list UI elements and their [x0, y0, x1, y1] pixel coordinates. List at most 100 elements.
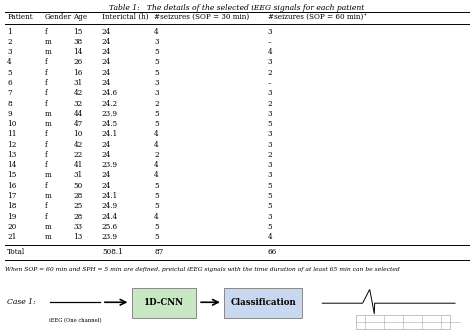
Text: f: f [45, 79, 48, 87]
Text: 5: 5 [154, 48, 159, 56]
Text: 24: 24 [102, 171, 111, 179]
Text: 1D-CNN: 1D-CNN [144, 299, 184, 307]
Text: 31: 31 [73, 79, 83, 87]
Text: 41: 41 [73, 161, 83, 169]
Text: 23.9: 23.9 [102, 110, 118, 118]
Text: 18: 18 [7, 202, 17, 210]
Text: 5: 5 [154, 192, 159, 200]
Text: 1: 1 [7, 27, 12, 36]
Text: 26: 26 [73, 59, 83, 67]
Text: 3: 3 [268, 27, 272, 36]
Text: 5: 5 [154, 69, 159, 77]
Text: 3: 3 [268, 110, 272, 118]
Text: f: f [45, 141, 48, 149]
Text: 5: 5 [154, 120, 159, 128]
Text: 22: 22 [73, 151, 83, 159]
Text: m: m [45, 192, 52, 200]
Text: 33: 33 [73, 223, 82, 231]
Text: 24.2: 24.2 [102, 100, 118, 108]
Text: 24.5: 24.5 [102, 120, 118, 128]
Text: 24: 24 [102, 38, 111, 46]
Text: Gender: Gender [45, 13, 72, 21]
FancyBboxPatch shape [356, 315, 450, 329]
Text: 5: 5 [268, 120, 273, 128]
Text: 24: 24 [102, 79, 111, 87]
FancyBboxPatch shape [224, 288, 302, 318]
Text: 24: 24 [102, 69, 111, 77]
Text: 32: 32 [73, 100, 82, 108]
Text: f: f [45, 182, 48, 190]
Text: 5: 5 [154, 202, 159, 210]
Text: 5: 5 [268, 223, 273, 231]
Text: 3: 3 [154, 89, 158, 97]
Text: 12: 12 [7, 141, 17, 149]
Text: 42: 42 [73, 89, 83, 97]
Text: 3: 3 [154, 38, 158, 46]
Text: 31: 31 [73, 171, 83, 179]
Text: 24: 24 [102, 141, 111, 149]
Text: m: m [45, 38, 52, 46]
Text: Case 1:: Case 1: [7, 298, 36, 306]
Text: f: f [45, 89, 48, 97]
Text: 14: 14 [7, 161, 17, 169]
Text: 24: 24 [102, 182, 111, 190]
Text: 15: 15 [73, 27, 83, 36]
Text: #seizures (SOP = 30 min): #seizures (SOP = 30 min) [154, 13, 249, 21]
Text: 13: 13 [7, 151, 17, 159]
Text: 66: 66 [268, 248, 277, 256]
Text: 24.1: 24.1 [102, 192, 118, 200]
Text: f: f [45, 130, 48, 138]
Text: m: m [45, 110, 52, 118]
Text: f: f [45, 202, 48, 210]
Text: 5: 5 [154, 182, 159, 190]
Text: 10: 10 [7, 120, 17, 128]
Text: 24: 24 [102, 151, 111, 159]
Text: 20: 20 [7, 223, 17, 231]
Text: 4: 4 [268, 48, 273, 56]
Text: 24: 24 [102, 27, 111, 36]
Text: 4: 4 [268, 233, 273, 241]
Text: 5: 5 [7, 69, 12, 77]
Text: m: m [45, 171, 52, 179]
Text: 24.1: 24.1 [102, 130, 118, 138]
Text: f: f [45, 161, 48, 169]
Text: 4: 4 [154, 171, 159, 179]
Text: 3: 3 [268, 161, 272, 169]
Text: 3: 3 [268, 130, 272, 138]
Text: 3: 3 [268, 213, 272, 220]
Text: 4: 4 [154, 141, 159, 149]
Text: 4: 4 [154, 130, 159, 138]
Text: 5: 5 [154, 223, 159, 231]
Text: 11: 11 [7, 130, 17, 138]
Text: Interictal (h): Interictal (h) [102, 13, 148, 21]
Text: f: f [45, 59, 48, 67]
Text: 3: 3 [268, 89, 272, 97]
Text: Table 1:   The details of the selected iEEG signals for each patient: Table 1: The details of the selected iEE… [109, 4, 365, 12]
FancyBboxPatch shape [132, 288, 196, 318]
Text: 25.6: 25.6 [102, 223, 118, 231]
Text: f: f [45, 213, 48, 220]
Text: Total: Total [7, 248, 26, 256]
Text: 4: 4 [154, 161, 159, 169]
Text: m: m [45, 223, 52, 231]
Text: 508.1: 508.1 [102, 248, 123, 256]
Text: –: – [268, 79, 272, 87]
Text: Age: Age [73, 13, 88, 21]
Text: 2: 2 [154, 151, 159, 159]
Text: f: f [45, 27, 48, 36]
Text: 28: 28 [73, 213, 83, 220]
Text: 9: 9 [7, 110, 12, 118]
Text: f: f [45, 69, 48, 77]
Text: 2: 2 [7, 38, 12, 46]
Text: 5: 5 [268, 202, 273, 210]
Text: 24: 24 [102, 48, 111, 56]
Text: 28: 28 [73, 192, 83, 200]
Text: 24.6: 24.6 [102, 89, 118, 97]
Text: 4: 4 [154, 213, 159, 220]
Text: f: f [45, 100, 48, 108]
Text: 24: 24 [102, 59, 111, 67]
Text: 50: 50 [73, 182, 83, 190]
Text: 10: 10 [73, 130, 83, 138]
Text: 8: 8 [7, 100, 12, 108]
Text: Classification: Classification [230, 299, 296, 307]
